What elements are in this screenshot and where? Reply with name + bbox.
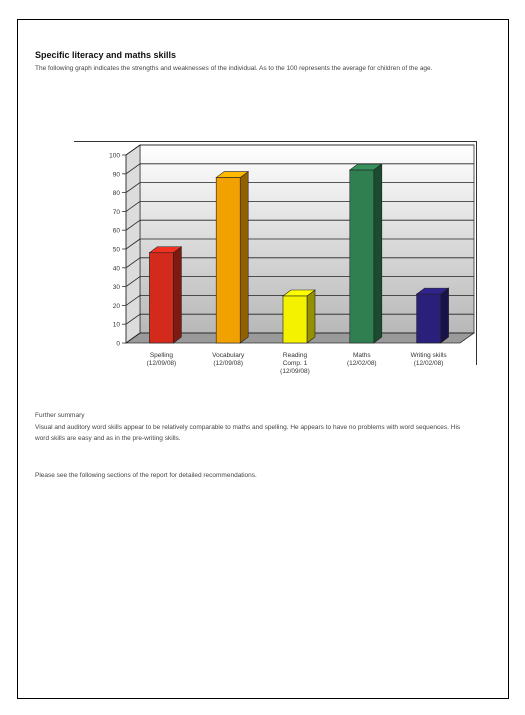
gridline-depth (125, 201, 141, 212)
bar-chart: 0 10 20 30 40 50 60 70 80 90 100 Spelling (12/09/08… (109, 144, 476, 375)
y-tick-label: 70 (113, 209, 121, 216)
gridline-depth (125, 163, 141, 175)
gridline-depth (125, 332, 141, 344)
intro-paragraph: The following graph indicates the streng… (35, 65, 433, 72)
category-label: Spelling (12/09/08) (147, 352, 177, 367)
document-page (17, 19, 509, 699)
gridline-depth (125, 238, 141, 250)
bar (282, 289, 316, 344)
gridline-depth (125, 295, 141, 306)
section-heading: Specific literacy and maths skills (35, 50, 177, 60)
bar-front (282, 295, 308, 344)
y-tick-label: 30 (113, 284, 121, 291)
bar-side (306, 289, 316, 344)
y-tick-label: 80 (113, 190, 121, 197)
bar-side (239, 170, 249, 344)
bar-front (349, 169, 375, 344)
y-tick-label: 10 (113, 322, 121, 329)
bar (348, 163, 383, 344)
category-label: Maths (12/02/08) (347, 352, 377, 367)
y-tick-label: 0 (116, 341, 120, 348)
bar (148, 246, 183, 344)
bar-side (440, 287, 449, 344)
category-label: Writing skills (12/02/08) (411, 352, 448, 367)
y-tick-label: 100 (109, 153, 120, 160)
bar-side (173, 246, 182, 344)
summary-title: Further summary (35, 412, 85, 419)
bar-front (149, 252, 174, 344)
gridline-depth (125, 182, 141, 193)
gridline-depth (125, 144, 141, 156)
gridline-depth (125, 276, 141, 287)
gridline-depth (125, 313, 141, 325)
gridline-depth (125, 257, 141, 269)
category-label: Reading Comp. 1 (12/09/08) (280, 352, 310, 375)
summary-paragraph: Visual and auditory word skills appear t… (35, 424, 461, 442)
bar-side (373, 163, 383, 344)
recommendation-note: Please see the following sections of the… (35, 472, 257, 479)
y-tick-label: 60 (113, 228, 121, 235)
y-tick-label: 50 (113, 247, 121, 254)
y-tick-label: 20 (113, 303, 121, 310)
y-tick-label: 90 (113, 171, 121, 178)
bar-front (215, 177, 241, 344)
bar (415, 287, 450, 344)
bar-front (416, 293, 441, 344)
y-tick-label: 40 (113, 265, 121, 272)
chart-frame (74, 141, 477, 365)
bar (215, 170, 250, 344)
category-label: Vocabulary (12/09/08) (212, 352, 245, 367)
gridline-depth (125, 219, 141, 231)
